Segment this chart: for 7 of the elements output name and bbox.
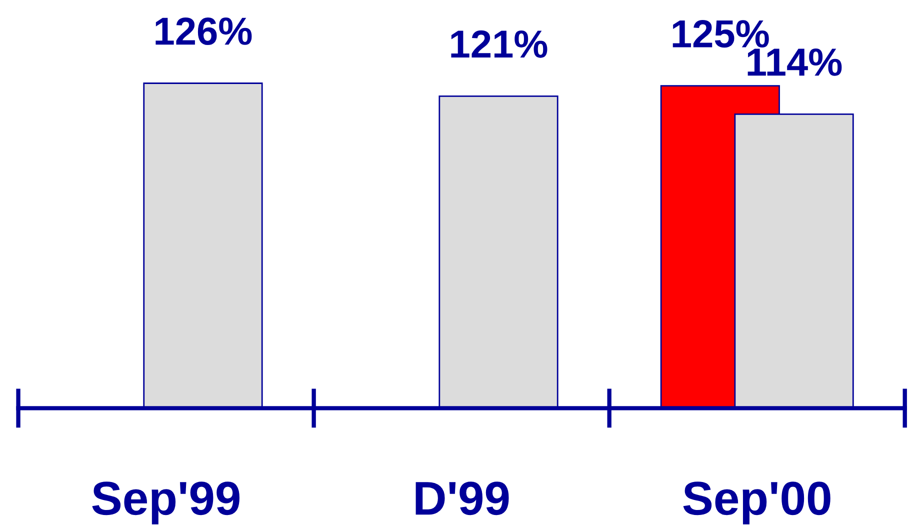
data-label: 125%	[672, 20, 769, 48]
data-label: 121%	[451, 30, 548, 58]
data-label: 114%	[748, 48, 842, 76]
x-tick-label: Sep'00	[683, 482, 830, 524]
x-tick-label: Sep'99	[92, 482, 240, 524]
x-tick-label: D'99	[416, 482, 509, 516]
data-label: 126%	[156, 17, 252, 45]
